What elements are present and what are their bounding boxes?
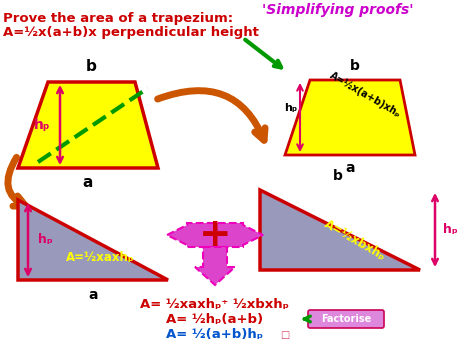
Text: A=½x(a+b)xhₚ: A=½x(a+b)xhₚ	[328, 71, 402, 119]
Polygon shape	[167, 223, 263, 247]
Text: A=½xaxhₚ: A=½xaxhₚ	[66, 251, 134, 264]
Polygon shape	[18, 82, 158, 168]
Polygon shape	[18, 200, 168, 280]
FancyArrowPatch shape	[305, 316, 310, 322]
Text: A=½x(a+b)x perpendicular height: A=½x(a+b)x perpendicular height	[3, 26, 259, 39]
Text: A= ½xaxhₚ⁺ ½xbxhₚ: A= ½xaxhₚ⁺ ½xbxhₚ	[140, 298, 290, 311]
Text: hₚ: hₚ	[34, 118, 50, 132]
Text: a: a	[88, 288, 98, 302]
Text: Factorise: Factorise	[321, 314, 371, 324]
Text: b: b	[86, 59, 96, 74]
Text: b: b	[350, 59, 360, 73]
Text: A= ½(a+b)hₚ: A= ½(a+b)hₚ	[166, 328, 264, 341]
Text: +: +	[199, 216, 231, 254]
FancyBboxPatch shape	[308, 310, 384, 328]
Polygon shape	[195, 247, 235, 285]
Text: b: b	[333, 169, 343, 183]
Text: □: □	[280, 330, 289, 340]
Polygon shape	[285, 80, 415, 155]
Text: hₚ: hₚ	[284, 103, 297, 113]
Text: A=½xbxhₚ: A=½xbxhₚ	[322, 217, 388, 263]
FancyArrowPatch shape	[8, 157, 26, 206]
Polygon shape	[260, 190, 420, 270]
Text: a: a	[345, 161, 355, 175]
Text: 'Simplifying proofs': 'Simplifying proofs'	[262, 3, 413, 17]
Text: Prove the area of a trapezium:: Prove the area of a trapezium:	[3, 12, 233, 25]
Text: hₚ: hₚ	[443, 224, 458, 236]
FancyArrowPatch shape	[157, 91, 265, 140]
Text: A= ½hₚ(a+b): A= ½hₚ(a+b)	[166, 313, 264, 326]
Text: hₚ: hₚ	[38, 234, 53, 246]
Text: a: a	[83, 175, 93, 190]
FancyArrowPatch shape	[245, 40, 281, 67]
